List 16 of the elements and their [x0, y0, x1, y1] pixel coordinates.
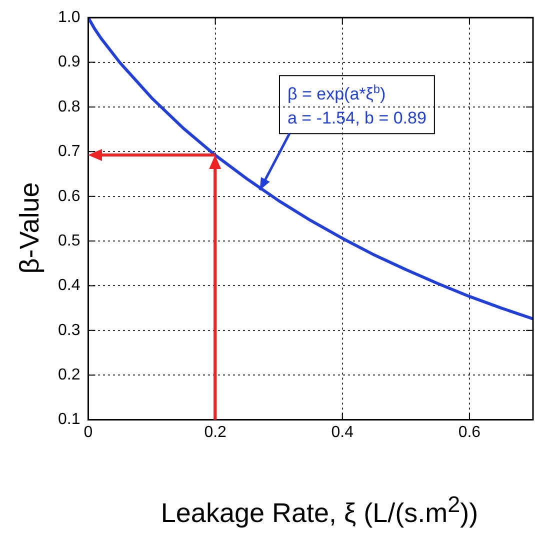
x-axis-title: Leakage Rate, ξ (L/(s.m$^{2}$)) — [160, 492, 480, 529]
y-axis-title: β-Value — [14, 182, 46, 274]
y-tick-label: 0.8 — [58, 98, 80, 116]
y-tick-label: 0.1 — [58, 411, 80, 428]
y-tick-label: 0.3 — [58, 322, 80, 339]
y-tick-label: 0.5 — [58, 232, 80, 250]
y-tick-label: 0.6 — [58, 188, 80, 205]
x-tick-label: 0 — [84, 424, 93, 441]
x-tick-label: 0.2 — [204, 424, 227, 441]
y-tick-label: 0.7 — [58, 143, 80, 160]
x-tick-label: 0.4 — [331, 424, 354, 441]
y-tick-label: 0.2 — [58, 366, 80, 384]
y-tick-label: 1.0 — [58, 9, 80, 26]
y-tick-label: 0.9 — [58, 54, 80, 71]
x-tick-label: 0.6 — [458, 424, 481, 441]
y-tick-label: 0.4 — [58, 277, 80, 294]
